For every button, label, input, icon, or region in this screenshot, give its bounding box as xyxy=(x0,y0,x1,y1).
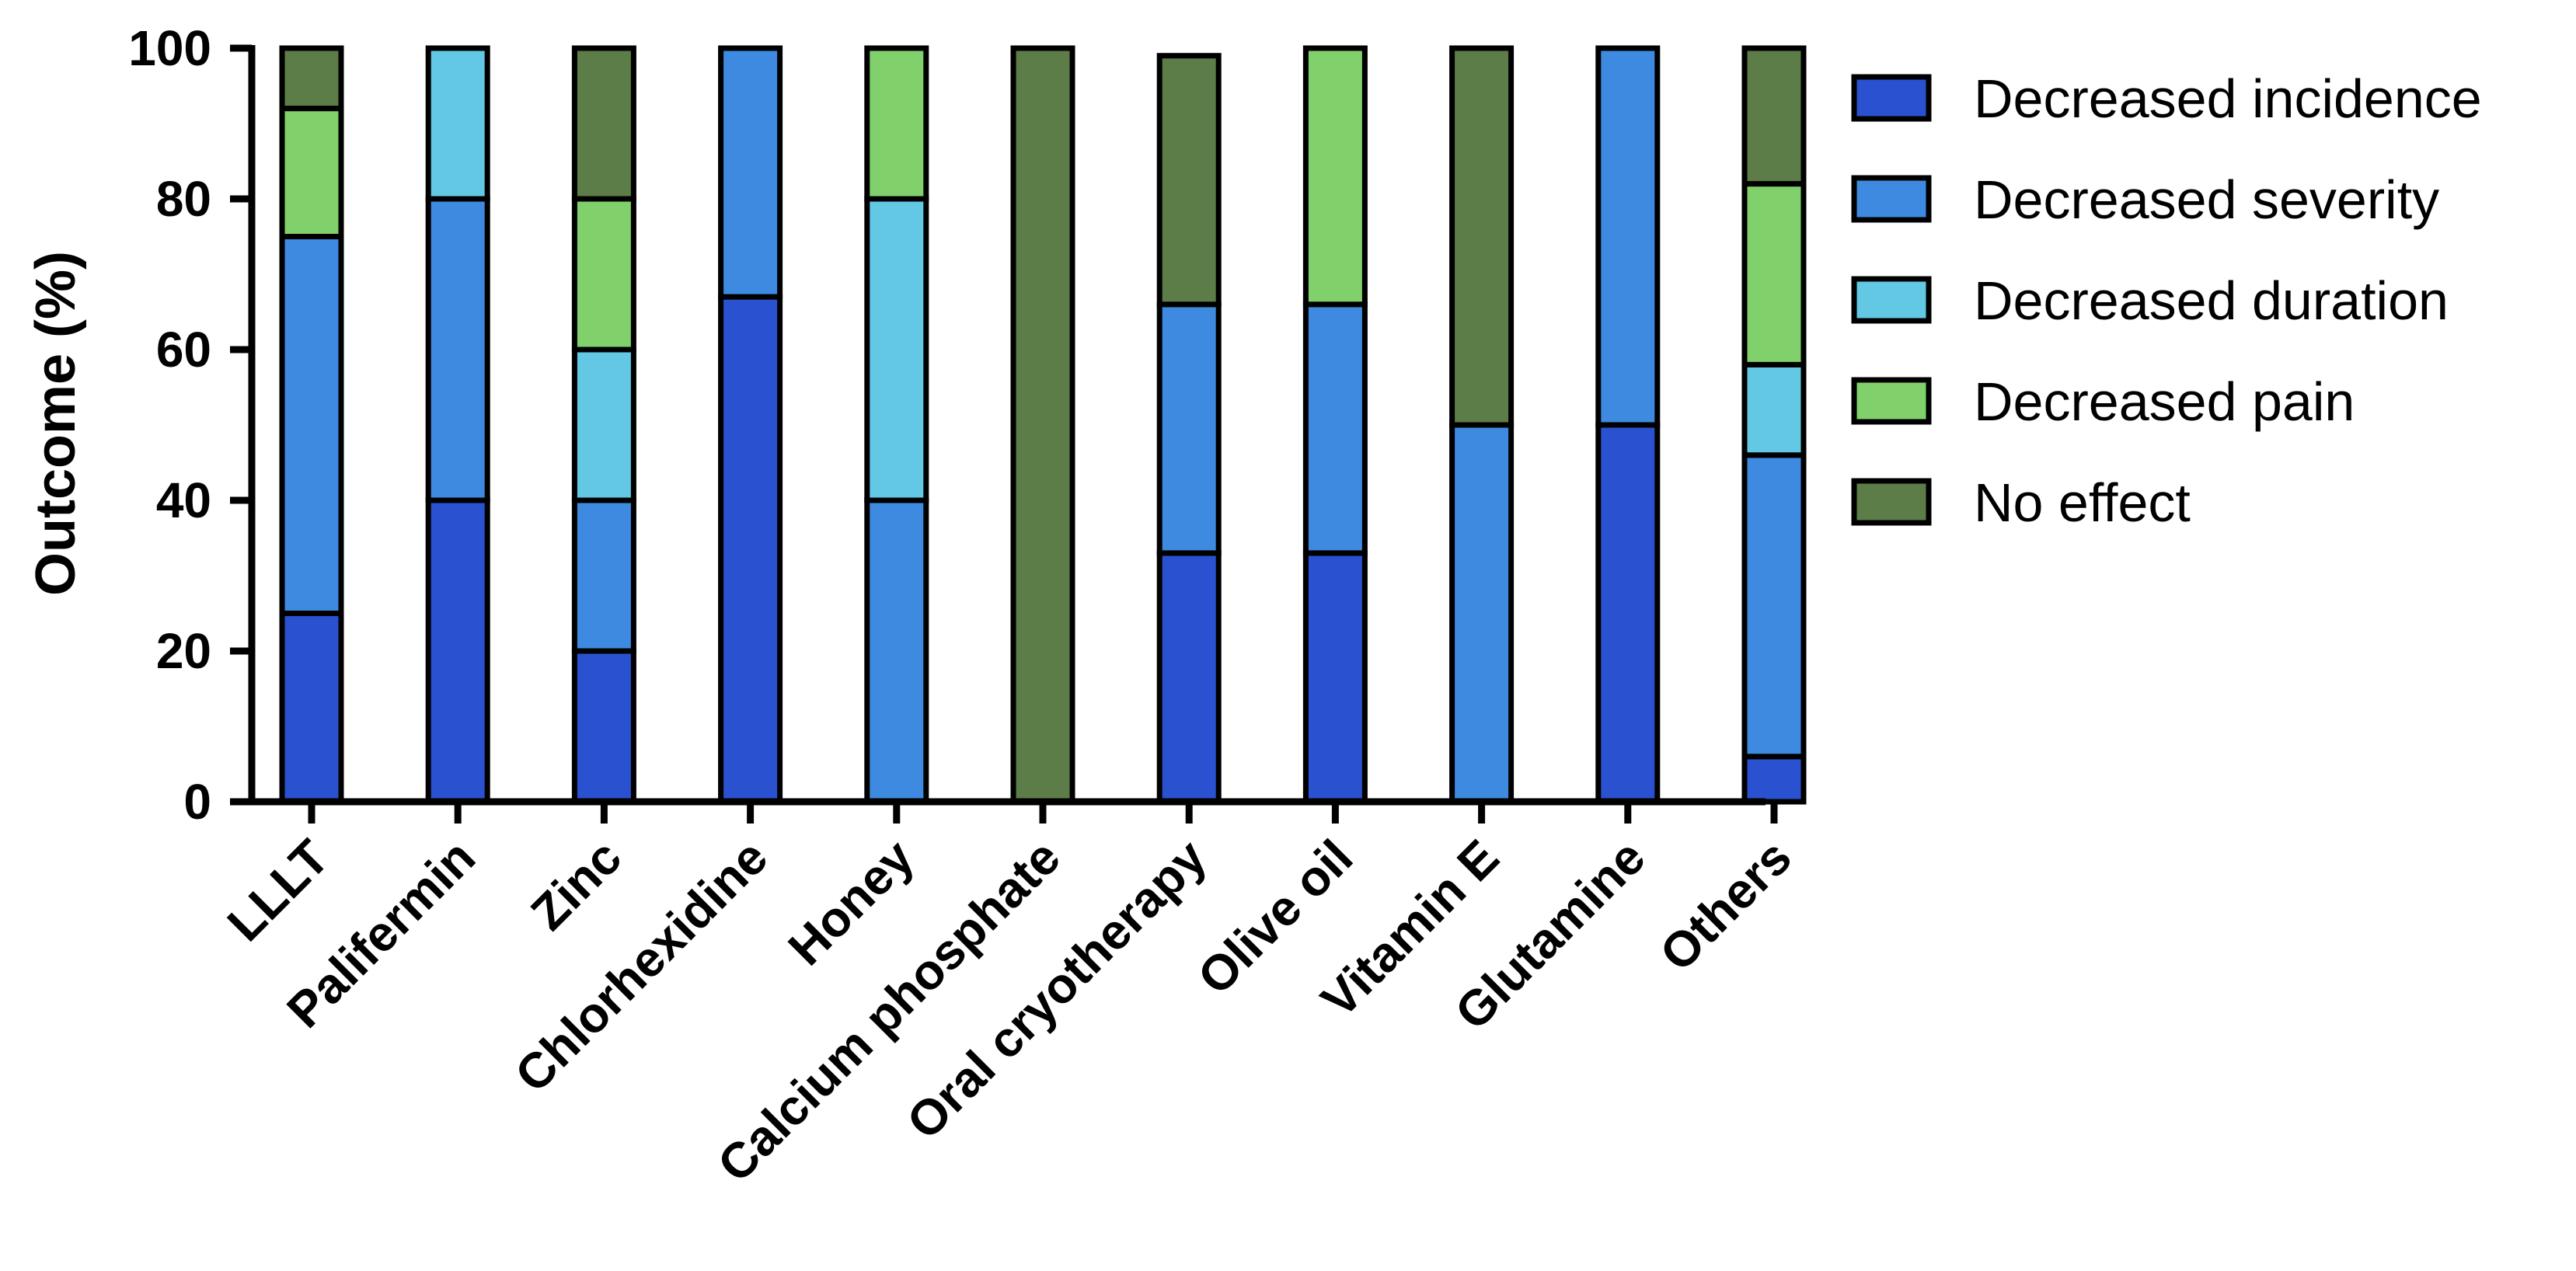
bar-segment-vitamin-e-decreased-severity xyxy=(1449,422,1515,805)
bar-segment-oral-cryotherapy-no-effect xyxy=(1156,53,1222,308)
legend-swatch-decreased-duration xyxy=(1851,276,1932,324)
bar-segment-honey-decreased-duration xyxy=(864,196,929,503)
bar-segment-zinc-decreased-duration xyxy=(571,346,636,503)
bar-segment-others-decreased-duration xyxy=(1741,361,1807,458)
y-tick-label: 40 xyxy=(156,472,211,528)
legend-swatch-decreased-incidence xyxy=(1851,74,1932,122)
bar-segment-zinc-decreased-severity xyxy=(571,497,636,654)
y-tick-label: 20 xyxy=(156,623,211,679)
bar-segment-lllt-decreased-pain xyxy=(279,106,344,239)
y-tick-label: 0 xyxy=(183,774,211,830)
legend-label-decreased-pain: Decreased pain xyxy=(1974,371,2355,432)
legend-swatch-no-effect xyxy=(1851,478,1932,526)
bar-segment-oral-cryotherapy-decreased-incidence xyxy=(1156,550,1222,805)
bar-segment-lllt-decreased-severity xyxy=(279,234,344,616)
bar-segment-zinc-decreased-incidence xyxy=(571,648,636,805)
bar-segment-calcium-phosphate-no-effect xyxy=(1010,45,1075,805)
bar-segment-palifermin-decreased-severity xyxy=(425,196,490,503)
legend-label-decreased-duration: Decreased duration xyxy=(1974,270,2449,331)
x-tick-label-others: Others xyxy=(1649,829,1802,982)
bar-segment-others-decreased-incidence xyxy=(1741,754,1807,805)
bar-segment-lllt-decreased-incidence xyxy=(279,611,344,805)
y-ticks-group: 0 20 40 60 80 100 xyxy=(128,20,252,830)
y-tick-label: 60 xyxy=(156,322,211,378)
y-tick-label: 100 xyxy=(128,20,211,76)
legend-label-decreased-incidence: Decreased incidence xyxy=(1974,68,2482,129)
bar-segment-lllt-no-effect xyxy=(279,45,344,112)
bar-segment-glutamine-decreased-severity xyxy=(1595,45,1661,428)
bar-segment-others-decreased-severity xyxy=(1741,452,1807,760)
bar-segment-palifermin-decreased-duration xyxy=(425,45,490,202)
y-axis-title: Outcome (%) xyxy=(25,251,87,596)
legend-label-no-effect: No effect xyxy=(1974,472,2191,533)
bar-segment-oral-cryotherapy-decreased-severity xyxy=(1156,301,1222,556)
bar-segment-glutamine-decreased-incidence xyxy=(1595,422,1661,805)
bar-segment-olive-oil-decreased-severity xyxy=(1302,301,1368,556)
bar-segment-zinc-no-effect xyxy=(571,45,636,202)
bars-group xyxy=(279,45,1807,805)
y-tick-label: 80 xyxy=(156,171,211,227)
x-tick-label-zinc: Zinc xyxy=(520,829,632,941)
x-tick-label-honey: Honey xyxy=(777,829,925,977)
bar-segment-others-no-effect xyxy=(1741,45,1807,187)
legend-label-decreased-severity: Decreased severity xyxy=(1974,169,2439,230)
bar-segment-olive-oil-decreased-pain xyxy=(1302,45,1368,308)
legend: Decreased incidence Decreased severity Dec… xyxy=(1851,68,2482,533)
bar-segment-olive-oil-decreased-incidence xyxy=(1302,550,1368,805)
axes-group xyxy=(248,45,1766,806)
legend-swatch-decreased-severity xyxy=(1851,175,1932,223)
x-tick-label-chlorhexidine: Chlorhexidine xyxy=(504,829,779,1103)
bar-segment-vitamin-e-no-effect xyxy=(1449,45,1515,428)
bar-segment-chlorhexidine-decreased-severity xyxy=(718,45,783,300)
bar-segment-zinc-decreased-pain xyxy=(571,196,636,353)
bar-segment-honey-decreased-pain xyxy=(864,45,929,202)
bar-segment-chlorhexidine-decreased-incidence xyxy=(718,294,783,805)
x-tick-label-lllt: LLLT xyxy=(217,829,340,952)
bar-segment-palifermin-decreased-incidence xyxy=(425,497,490,805)
legend-swatch-decreased-pain xyxy=(1851,377,1932,425)
bar-segment-others-decreased-pain xyxy=(1741,181,1807,367)
bar-segment-honey-decreased-severity xyxy=(864,497,929,805)
